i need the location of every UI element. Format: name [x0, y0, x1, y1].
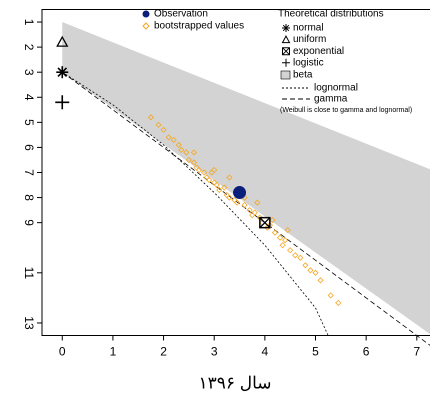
bootstrap-point: [327, 292, 334, 299]
x-tick-label: 0: [59, 345, 66, 359]
legend-marker: [281, 35, 291, 44]
sym-part: [259, 217, 271, 229]
legend-label: bootstrapped values: [154, 21, 244, 32]
x-tick-label: 7: [413, 345, 420, 359]
theory-line: [62, 71, 329, 336]
bootstrap-point: [287, 247, 294, 254]
bootstrap-point: [279, 242, 286, 249]
theoretical-point: [259, 216, 271, 229]
x-tick-label: 5: [312, 345, 319, 359]
y-tick-label: 8: [22, 194, 36, 201]
bootstrap-point: [226, 174, 233, 181]
bootstrap-point: [183, 149, 190, 156]
sym-part: [55, 95, 70, 110]
y-tick-label: 3: [22, 69, 36, 76]
theory-line: [62, 71, 430, 346]
bootstrap-point: [292, 252, 299, 259]
bootstrap-point: [147, 114, 154, 121]
observation-point: [233, 186, 247, 200]
bootstrap-point: [312, 269, 319, 276]
theoretical-point: [56, 35, 69, 47]
legend-marker: [142, 22, 150, 30]
bootstrap-point: [297, 254, 304, 261]
bootstrap-point: [246, 207, 253, 214]
x-tick-label: 3: [211, 345, 218, 359]
bootstrap-point: [233, 199, 241, 206]
y-tick-label: 6: [22, 144, 36, 151]
bootstrap-point: [206, 176, 213, 184]
bootstrap-point: [221, 184, 228, 191]
sym-part: [56, 35, 69, 47]
legend-label: exponential: [293, 46, 344, 57]
bootstrap-point: [175, 141, 182, 148]
legend-label: normal: [293, 23, 324, 34]
bootstrap-point: [271, 229, 279, 236]
legend-marker: [282, 47, 290, 56]
bootstrap-point: [160, 126, 167, 133]
legend-marker: [280, 70, 291, 80]
bootstrap-point: [284, 227, 291, 234]
theoretical-point: [56, 66, 69, 79]
bootstrap-point: [335, 299, 342, 306]
x-tick-label: 2: [160, 345, 167, 359]
bootstrap-point: [195, 166, 203, 174]
sym-part: [282, 24, 290, 32]
y-tick-label: 4: [22, 94, 36, 101]
bootstrap-point: [201, 169, 208, 176]
x-tick-label: 6: [363, 345, 370, 359]
legend-label: Observation: [154, 9, 208, 20]
legend-label: lognormal: [314, 83, 358, 94]
y-tick-label: 2: [22, 44, 36, 51]
bootstrap-point: [251, 209, 258, 216]
bootstrap-point: [307, 267, 314, 274]
bootstrap-point: [317, 277, 324, 284]
y-tick-label: 5: [22, 119, 36, 126]
bootstrap-point: [282, 237, 289, 244]
bootstrap-point: [241, 202, 248, 209]
beta-region: [62, 22, 430, 335]
x-tick-label: 1: [110, 345, 117, 359]
bootstrap-point: [170, 136, 177, 143]
legend-label: uniform: [293, 34, 326, 45]
legend-marker: [282, 58, 290, 67]
bootstrap-point: [178, 146, 185, 153]
bootstrap-point: [165, 134, 172, 141]
bootstrap-point: [276, 234, 284, 241]
legend-title: Theoretical distributions: [278, 9, 384, 20]
legend-label: gamma: [314, 94, 348, 105]
legend-label: logistic: [293, 57, 324, 68]
y-tick-label: 11: [22, 267, 36, 280]
bootstrap-point: [269, 217, 276, 224]
bootstrap-point: [216, 186, 223, 194]
legend-marker: [142, 10, 150, 18]
bootstrap-point: [190, 159, 198, 166]
bootstrap-point: [302, 262, 309, 269]
y-tick-label: 9: [22, 219, 36, 226]
bootstrap-point: [185, 156, 192, 164]
legend-marker: [282, 24, 290, 32]
bootstrap-point: [254, 199, 261, 206]
x-tick-label: 4: [262, 345, 269, 359]
theoretical-point: [55, 95, 70, 110]
y-tick-label: 7: [22, 169, 36, 176]
sym-part: [282, 47, 290, 56]
sym-part: [282, 58, 290, 67]
y-tick-label: 13: [22, 316, 36, 330]
sym-part: [57, 67, 68, 78]
legend-note: (Weibull is close to gamma and lognormal…: [280, 107, 412, 114]
bootstrap-point: [190, 149, 198, 156]
legend-label: beta: [293, 70, 313, 81]
bootstrap-point: [155, 121, 162, 128]
bootstrap-point: [208, 169, 215, 176]
sym-part: [259, 216, 271, 229]
sym-part: [281, 35, 291, 44]
bootstrap-point: [213, 181, 220, 189]
bootstrap-point: [226, 194, 233, 201]
x-axis-label: سال ۱۳۹۶: [198, 373, 271, 392]
y-tick-label: 1: [22, 19, 36, 26]
